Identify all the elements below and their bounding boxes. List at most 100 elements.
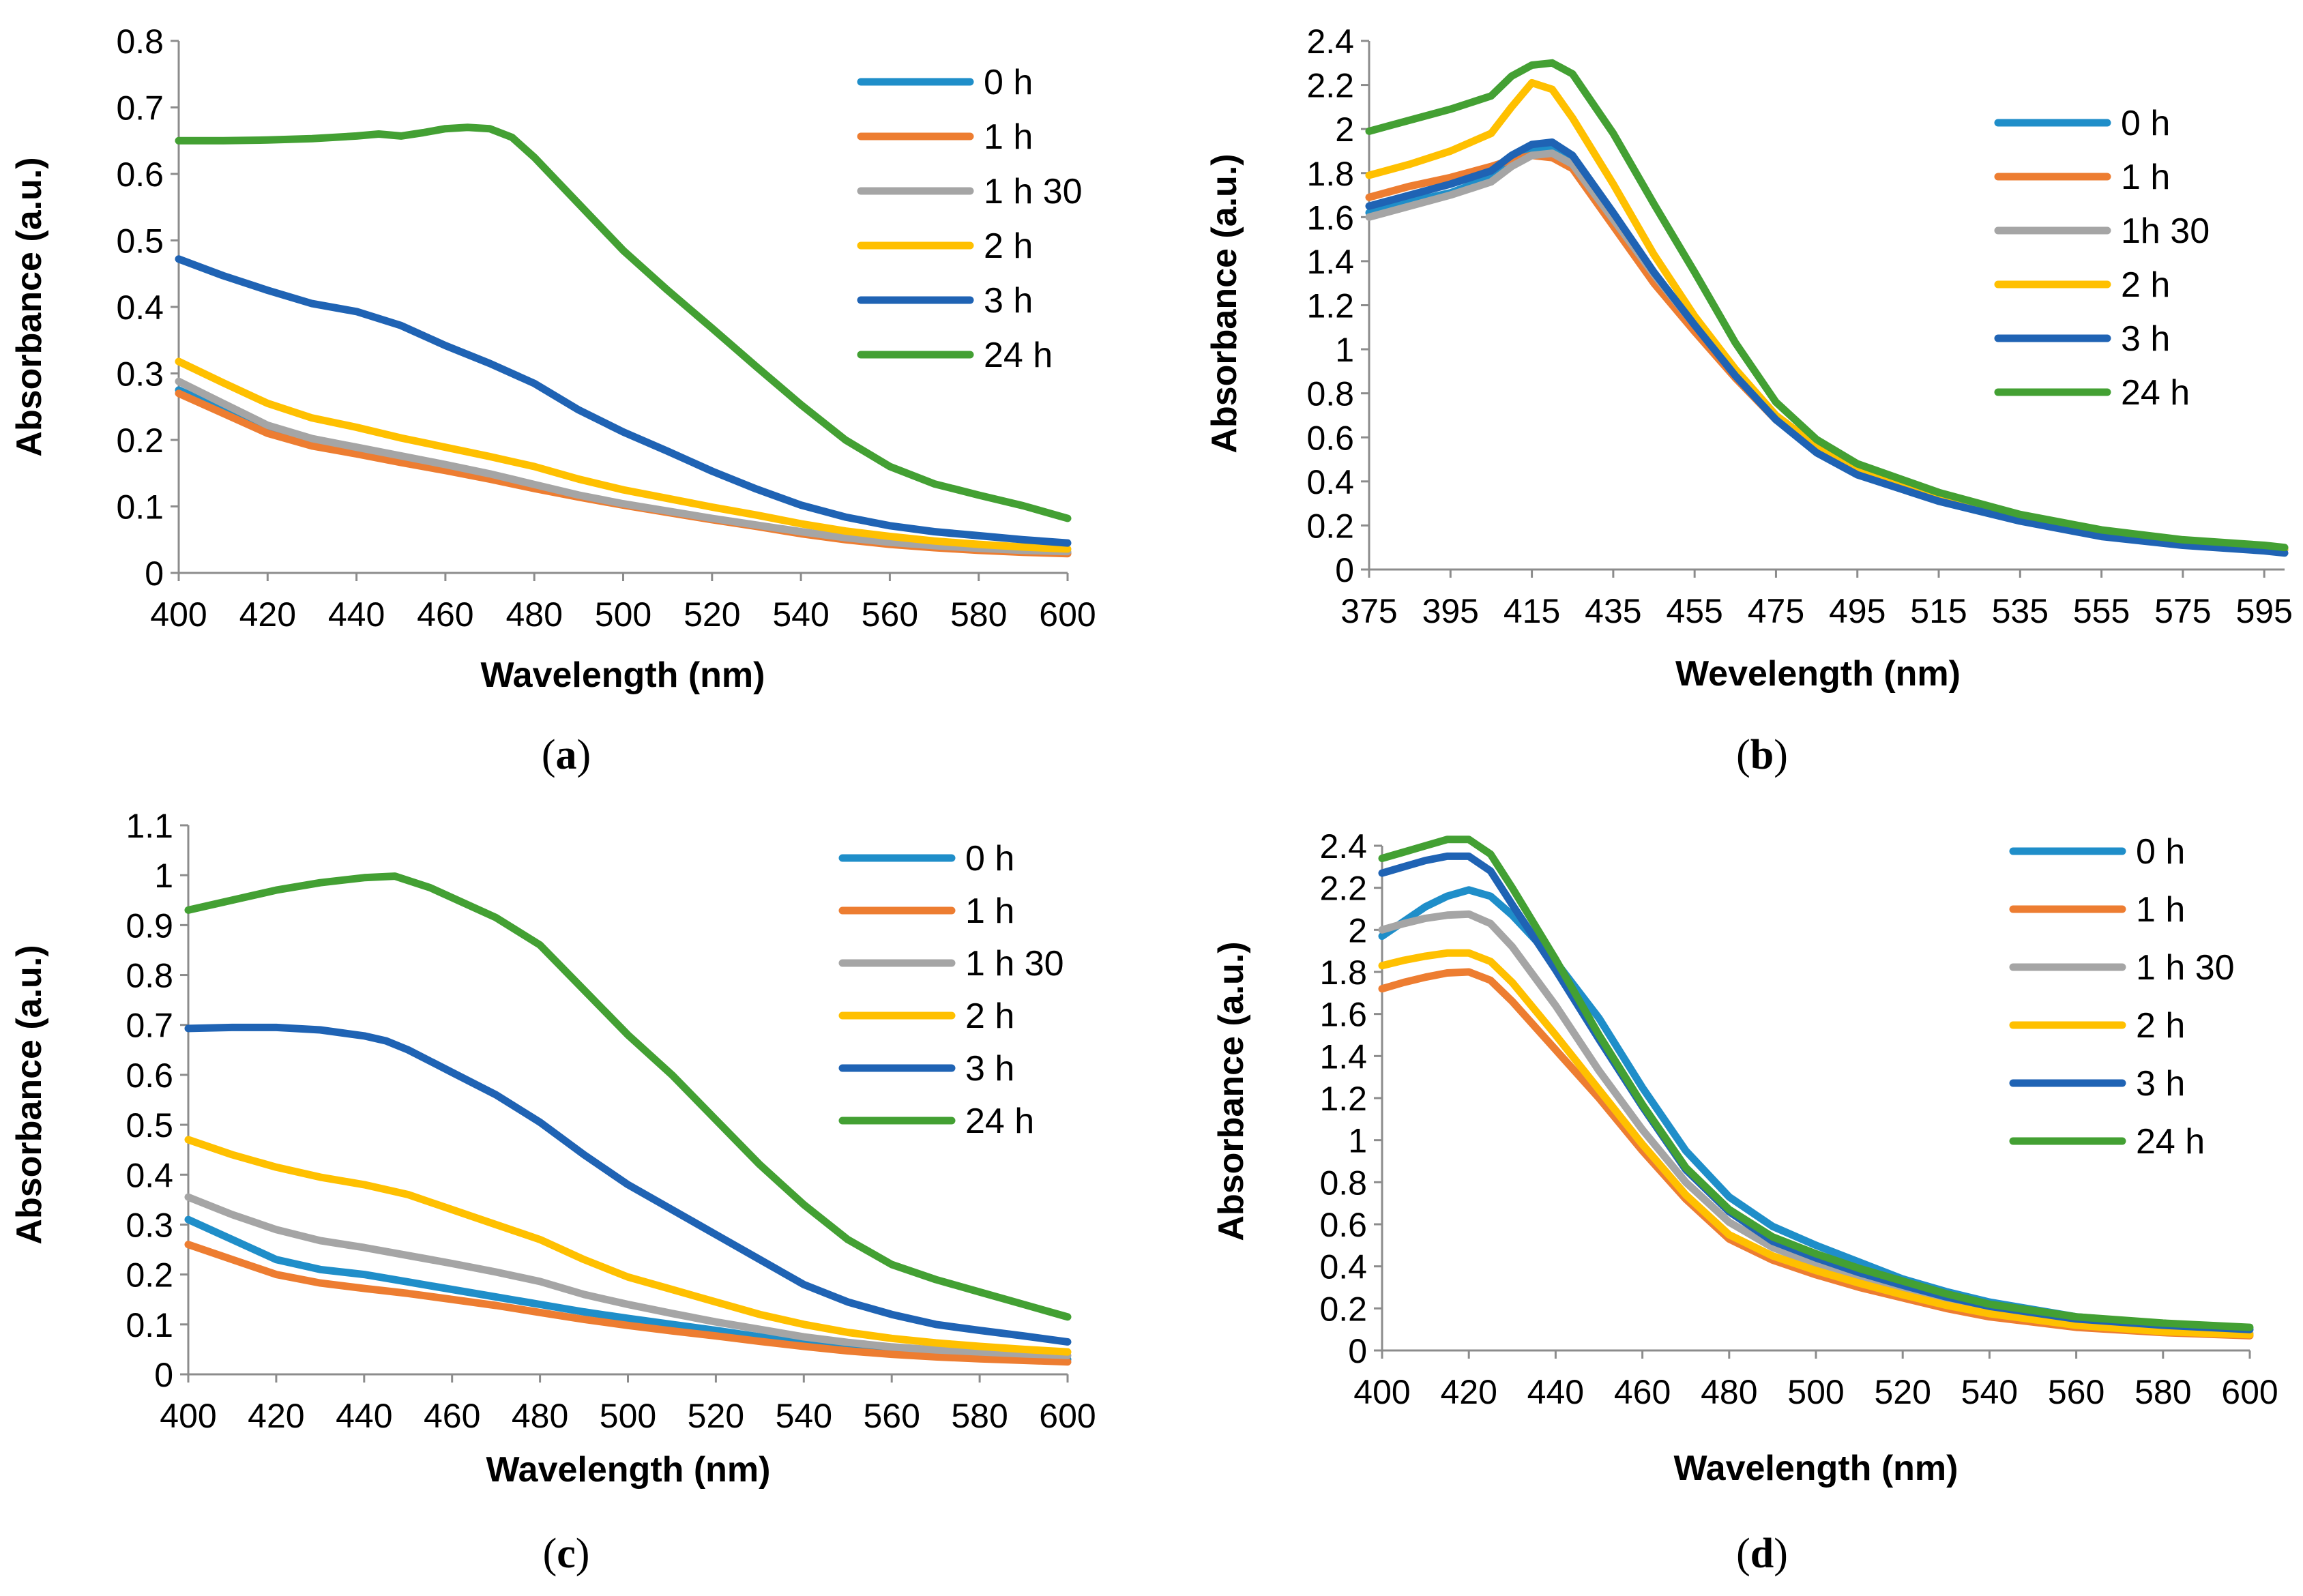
legend-item: 3 h	[838, 1049, 1014, 1089]
panel-caption: (c)	[543, 1531, 590, 1577]
x-tick-label: 560	[862, 595, 918, 634]
y-tick-label: 0	[145, 555, 164, 593]
x-tick-label: 600	[1039, 1397, 1096, 1435]
y-tick-label: 2	[1335, 110, 1354, 149]
y-tick-label: 2.2	[1306, 67, 1354, 105]
legend-label: 2 h	[965, 996, 1014, 1036]
legend: 0 h 1 h 1 h 30 2 h 3 h 24 h	[838, 839, 1064, 1141]
y-tick-label: 0.4	[126, 1156, 173, 1194]
legend-item: 0 h	[857, 63, 1033, 102]
legend-item: 1h 30	[1994, 211, 2210, 251]
x-tick-label: 475	[1748, 592, 1804, 630]
legend: 0 h 1 h 1 h 30 2 h 3 h 24 h	[857, 63, 1083, 375]
x-tick-label: 480	[512, 1397, 568, 1435]
legend-label: 1 h	[984, 117, 1033, 157]
legend: 0 h 1 h 1 h 30 2 h 3 h 24 h	[2009, 832, 2235, 1162]
legend-label: 24 h	[2136, 1122, 2205, 1162]
y-tick-label: 1.4	[1319, 1037, 1367, 1076]
x-tick-label: 595	[2235, 592, 2292, 630]
legend-label: 3 h	[965, 1049, 1014, 1089]
y-tick-label: 0.3	[126, 1206, 173, 1244]
caption-letter: d	[1750, 1531, 1774, 1577]
series-line-2-h	[175, 357, 1072, 553]
legend-label: 1 h 30	[984, 172, 1083, 211]
y-tick-label: 0.4	[1319, 1248, 1367, 1286]
legend-label: 1h 30	[2121, 211, 2210, 251]
series-line-24-h	[175, 123, 1072, 522]
y-tick-label: 0.7	[126, 1007, 173, 1045]
caption-close-paren: )	[1774, 732, 1788, 778]
x-tick-label: 420	[239, 595, 296, 634]
legend-label: 1 h	[965, 891, 1014, 931]
legend-item: 0 h	[838, 839, 1014, 878]
x-tick-label: 440	[328, 595, 385, 634]
legend-label: 2 h	[2136, 1006, 2185, 1046]
y-tick-label: 0.9	[126, 906, 173, 945]
legend-label: 1 h	[2136, 890, 2185, 930]
x-tick-label: 520	[688, 1397, 744, 1435]
series-line-2-h	[1378, 949, 2254, 1339]
legend-item: 1 h 30	[838, 944, 1064, 984]
y-tick-label: 1.2	[1319, 1080, 1367, 1118]
panel-caption: (d)	[1736, 1531, 1788, 1577]
x-tick-label: 400	[1353, 1373, 1410, 1411]
legend-item: 24 h	[838, 1102, 1034, 1141]
y-tick-label: 0.8	[1319, 1164, 1367, 1202]
series-line-3-h	[1365, 138, 2289, 557]
legend-item: 0 h	[2009, 832, 2185, 872]
x-tick-label: 540	[1961, 1373, 2018, 1411]
y-tick-label: 1.2	[1306, 287, 1354, 325]
y-tick-label: 2.4	[1306, 23, 1354, 61]
x-tick-label: 480	[505, 595, 562, 634]
x-tick-label: 580	[950, 595, 1007, 634]
chart-panel-c: 0 0.1 0.2 0.3 0.4 0.5 0.6 0.7 0.8 0.9 1 1.1 400 420 44…	[10, 807, 1096, 1577]
x-tick-label: 400	[150, 595, 207, 634]
legend-item: 1 h	[838, 891, 1014, 931]
legend-label: 0 h	[965, 839, 1014, 878]
x-tick-label: 560	[2048, 1373, 2104, 1411]
panel-caption: (a)	[542, 732, 591, 778]
x-tick-label: 515	[1910, 592, 1967, 630]
legend-label: 0 h	[2136, 832, 2185, 872]
x-tick-label: 415	[1503, 592, 1560, 630]
legend-item: 0 h	[1994, 104, 2170, 143]
legend-item: 1 h 30	[2009, 948, 2235, 988]
x-tick-label: 460	[417, 595, 473, 634]
x-tick-label: 540	[772, 595, 829, 634]
caption-letter: b	[1750, 732, 1774, 778]
y-tick-label: 1.1	[126, 807, 173, 845]
y-tick-label: 0.5	[116, 222, 164, 261]
legend-item: 1 h 30	[857, 172, 1083, 211]
x-tick-label: 600	[2221, 1373, 2278, 1411]
chart-panel-d: 0 0.2 0.4 0.6 0.8 1 1.2 1.41.6 1.8 22.2 2.4 400 420 4…	[1212, 827, 2278, 1577]
y-tick-label: 0.6	[126, 1056, 173, 1095]
caption-open-paren: (	[543, 1531, 557, 1577]
y-tick-label: 0.2	[126, 1256, 173, 1295]
y-tick-label: 0.8	[126, 957, 173, 995]
caption-open-paren: (	[1736, 1531, 1750, 1577]
x-tick-label: 440	[1527, 1373, 1584, 1411]
x-tick-label: 575	[2154, 592, 2211, 630]
y-tick-label: 1.6	[1306, 198, 1354, 237]
y-tick-label: 0	[1335, 551, 1354, 589]
caption-close-paren: )	[576, 1531, 590, 1577]
series-line-3-h	[1378, 852, 2254, 1333]
y-axis-title: Absorbance (a.u.)	[1212, 941, 1251, 1241]
y-tick-label: 1.6	[1319, 996, 1367, 1034]
legend-label: 2 h	[2121, 265, 2170, 305]
x-tick-label: 540	[776, 1397, 832, 1435]
series-line-1-h	[184, 1241, 1072, 1366]
x-tick-label: 555	[2073, 592, 2130, 630]
y-tick-label: 0	[154, 1356, 173, 1394]
y-tick-label: 0.7	[116, 89, 164, 128]
y-tick-label: 1.8	[1319, 954, 1367, 992]
x-tick-label: 600	[1039, 595, 1096, 634]
legend-label: 24 h	[965, 1102, 1034, 1141]
y-tick-label: 0.6	[1306, 419, 1354, 457]
y-tick-label: 0.4	[1306, 463, 1354, 501]
x-tick-label: 520	[684, 595, 740, 634]
caption-letter: c	[557, 1531, 576, 1577]
legend-item: 3 h	[2009, 1064, 2185, 1104]
legend-label: 1 h 30	[965, 944, 1064, 984]
x-tick-label: 480	[1701, 1373, 1757, 1411]
